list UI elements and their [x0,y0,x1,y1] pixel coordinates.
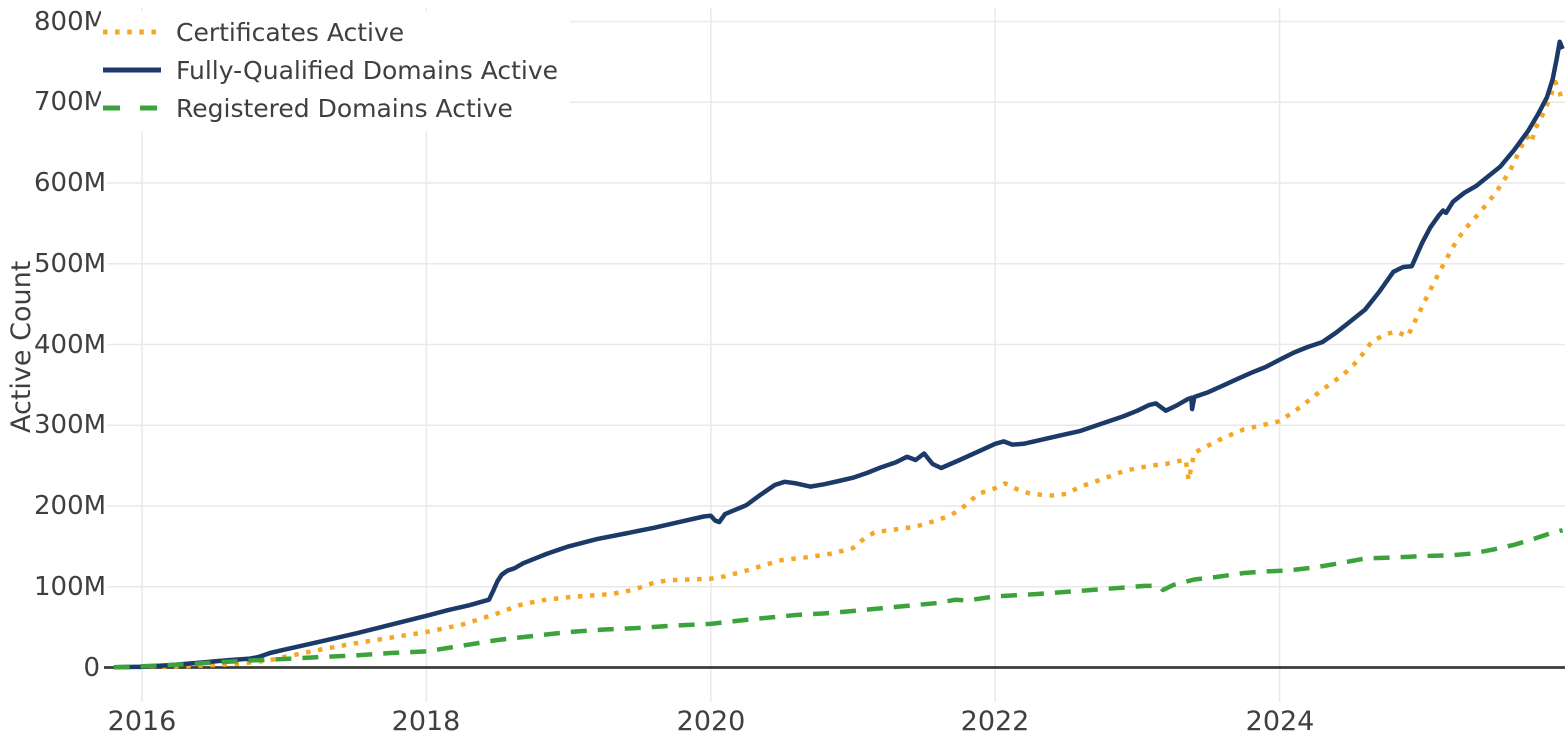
legend-label: Certificates Active [176,17,405,47]
x-tick-label: 2018 [391,706,461,737]
dotted-line-swatch-icon [103,29,161,35]
series-line-registered-domains-active[interactable] [113,528,1564,670]
y-tick-label: 400M [34,330,107,360]
y-axis-title: Active Count [6,260,37,433]
legend-label: Registered Domains Active [176,93,513,123]
x-tick-label: 2016 [107,706,177,737]
y-tick-label: 200M [34,491,107,521]
dashed-line-swatch-icon [103,105,161,111]
y-tick-label: 700M [34,87,107,117]
series-line-certificates-active[interactable] [113,79,1565,670]
legend-item-fqdn-active[interactable]: Fully-Qualified Domains Active [103,51,558,89]
legend: Certificates Active Fully-Qualified Doma… [101,11,571,131]
y-tick-label: 0 [83,653,100,683]
series-line-fully-qualified-domains-active[interactable] [113,39,1565,670]
y-tick-label: 600M [34,168,107,198]
y-tick-label: 100M [34,572,107,602]
y-tick-label: 500M [34,249,107,279]
x-tick-label: 2022 [960,706,1030,737]
legend-label: Fully-Qualified Domains Active [176,55,559,85]
legend-item-registered-domains-active[interactable]: Registered Domains Active [103,89,558,127]
y-tick-label: 300M [34,410,107,440]
x-tick-label: 2020 [676,706,746,737]
solid-line-swatch-icon [103,67,161,73]
legend-item-certificates-active[interactable]: Certificates Active [103,13,558,51]
y-tick-label: 800M [34,7,107,37]
x-tick-label: 2024 [1245,706,1315,737]
